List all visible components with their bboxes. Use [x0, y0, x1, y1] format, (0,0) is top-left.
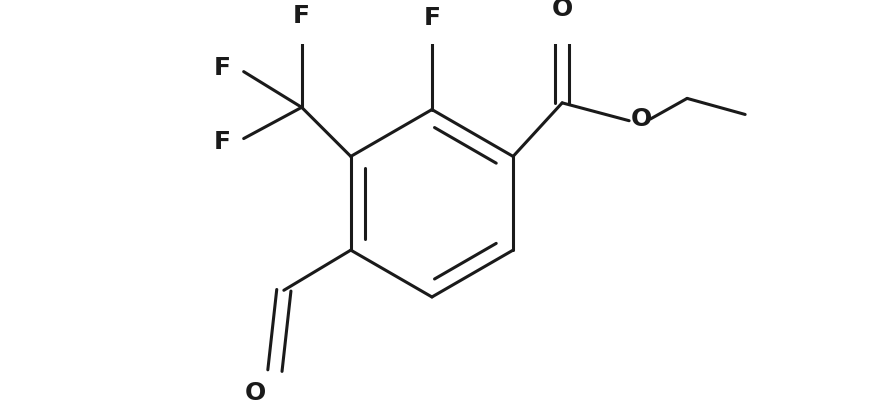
Text: O: O [552, 0, 573, 21]
Text: F: F [214, 130, 231, 154]
Text: F: F [424, 6, 441, 30]
Text: O: O [631, 107, 652, 131]
Text: O: O [245, 381, 266, 405]
Text: F: F [293, 4, 310, 28]
Text: F: F [214, 56, 231, 80]
